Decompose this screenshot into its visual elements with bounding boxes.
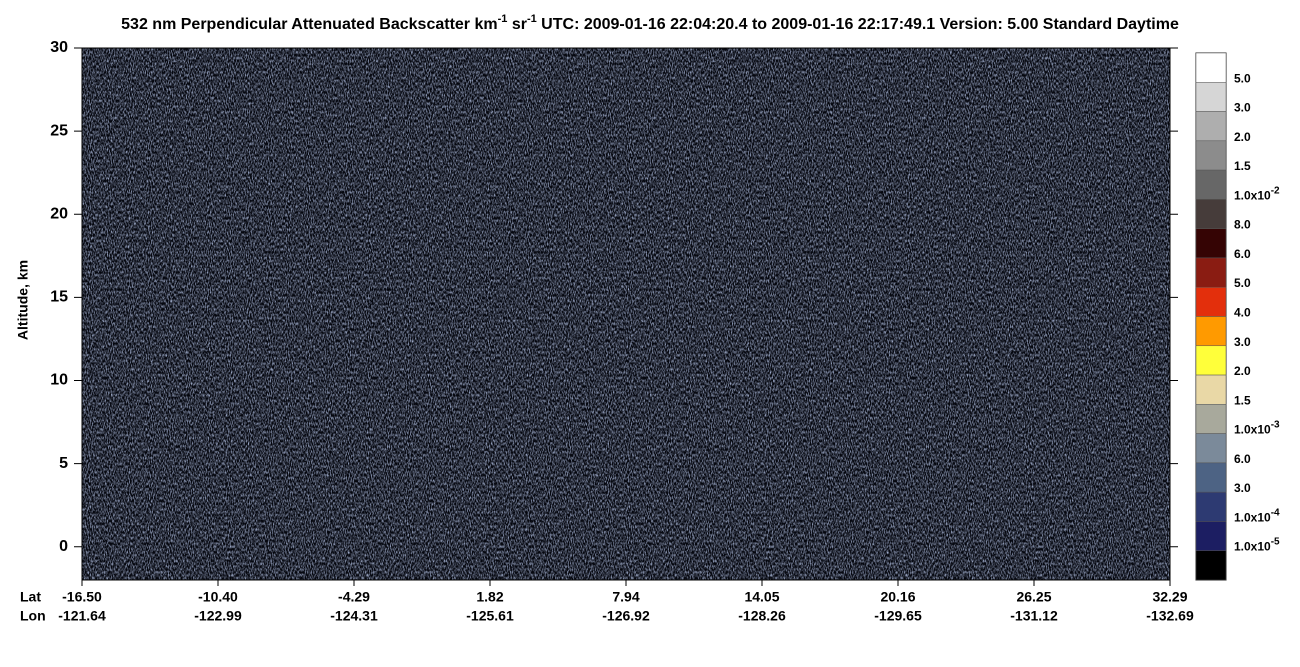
colorbar-swatch <box>1195 257 1227 288</box>
colorbar-label: 1.0x10-5 <box>1234 537 1280 554</box>
colorbar-label-text: 1.0x10 <box>1234 189 1271 203</box>
colorbar-swatch <box>1195 462 1227 493</box>
y-tick-label: 15 <box>50 289 68 306</box>
colorbar-label: 1.0x10-4 <box>1234 508 1280 525</box>
colorbar-label-text: 5.0 <box>1234 71 1251 85</box>
colorbar-label-exponent: -4 <box>1271 508 1280 519</box>
title-superscript: -1 <box>527 13 537 25</box>
colorbar-label-text: 8.0 <box>1234 218 1251 232</box>
x-tick-label-lat: 20.16 <box>880 589 915 605</box>
colorbar-label: 1.0x10-3 <box>1234 420 1280 437</box>
x-row-name: Lat <box>20 589 41 605</box>
colorbar-swatch <box>1195 374 1227 405</box>
colorbar-label-text: 2.0 <box>1234 364 1251 378</box>
colorbar-swatch <box>1195 52 1227 83</box>
colorbar-label: 1.5 <box>1234 394 1251 408</box>
colorbar-label-text: 3.0 <box>1234 101 1251 115</box>
colorbar-label: 8.0 <box>1234 218 1251 232</box>
colorbar-label-text: 1.5 <box>1234 159 1251 173</box>
x-tick-label-lon: -125.61 <box>466 608 514 624</box>
colorbar-label-text: 3.0 <box>1234 335 1251 349</box>
x-tick-label-lat: 7.94 <box>612 589 639 605</box>
x-tick-label-lon: -122.99 <box>194 608 242 624</box>
colorbar-swatch <box>1195 228 1227 259</box>
colorbar-swatch <box>1195 111 1227 142</box>
colorbar-swatch <box>1195 433 1227 464</box>
colorbar-label-text: 1.0x10 <box>1234 511 1271 525</box>
chart-title: 532 nm Perpendicular Attenuated Backscat… <box>121 13 1179 33</box>
colorbar-label-text: 1.5 <box>1234 394 1251 408</box>
x-row-name: Lon <box>20 608 46 624</box>
x-tick-label-lat: -4.29 <box>338 589 370 605</box>
colorbar-swatch <box>1195 521 1227 551</box>
x-tick-label-lon: -121.64 <box>58 608 106 624</box>
colorbar-swatch <box>1195 199 1227 229</box>
colorbar-swatch <box>1195 345 1227 376</box>
colorbar-swatch <box>1195 550 1227 581</box>
colorbar-label-text: 5.0 <box>1234 276 1251 290</box>
colorbar-label-exponent: -3 <box>1271 420 1280 431</box>
colorbar-label-text: 4.0 <box>1234 306 1251 320</box>
plot-texture <box>82 48 1170 580</box>
colorbar-label-text: 2.0 <box>1234 130 1251 144</box>
title-text: UTC: 2009-01-16 22:04:20.4 to 2009-01-16… <box>537 16 1179 33</box>
colorbar-label: 3.0 <box>1234 101 1251 115</box>
x-tick-label-lat: 1.82 <box>476 589 503 605</box>
y-tick-label: 25 <box>50 122 68 139</box>
colorbar-label-text: 1.0x10 <box>1234 540 1271 554</box>
colorbar-label: 3.0 <box>1234 335 1251 349</box>
y-tick-label: 0 <box>59 538 68 555</box>
colorbar-label-text: 6.0 <box>1234 247 1251 261</box>
colorbar-label-exponent: -5 <box>1271 537 1280 548</box>
x-tick-label-lon: -124.31 <box>330 608 378 624</box>
colorbar-label: 5.0 <box>1234 71 1251 85</box>
title-text: sr <box>507 16 527 33</box>
x-tick-label-lat: 32.29 <box>1152 589 1187 605</box>
colorbar-label: 1.5 <box>1234 159 1251 173</box>
x-tick-label-lat: -10.40 <box>198 589 238 605</box>
title-text: 532 nm Perpendicular Attenuated Backscat… <box>121 16 497 33</box>
x-tick-label-lon: -126.92 <box>602 608 650 624</box>
colorbar-label-text: 1.0x10 <box>1234 423 1271 437</box>
colorbar-label-text: 6.0 <box>1234 452 1251 466</box>
y-tick-label: 10 <box>50 372 68 389</box>
colorbar-label: 4.0 <box>1234 306 1251 320</box>
colorbar-swatch <box>1195 169 1227 200</box>
x-tick-label-lon: -128.26 <box>738 608 786 624</box>
x-tick-label-lat: 26.25 <box>1016 589 1051 605</box>
x-tick-label-lat: 14.05 <box>744 589 779 605</box>
colorbar-swatch <box>1195 316 1227 347</box>
y-tick-label: 5 <box>59 455 68 472</box>
colorbar-label-text: 3.0 <box>1234 481 1251 495</box>
colorbar-label: 2.0 <box>1234 130 1251 144</box>
colorbar-label: 6.0 <box>1234 452 1251 466</box>
x-tick-label-lon: -129.65 <box>874 608 922 624</box>
colorbar-swatch <box>1195 286 1227 317</box>
x-tick-label-lon: -132.69 <box>1146 608 1194 624</box>
y-tick-label: 30 <box>50 39 68 56</box>
colorbar-label: 5.0 <box>1234 276 1251 290</box>
x-tick-label-lat: -16.50 <box>62 589 102 605</box>
colorbar-swatch <box>1195 140 1227 171</box>
colorbar-swatch <box>1195 82 1227 112</box>
colorbar-label: 6.0 <box>1234 247 1251 261</box>
x-tick-label-lon: -131.12 <box>1010 608 1058 624</box>
y-axis-label: Altitude, km <box>15 260 31 340</box>
title-superscript: -1 <box>498 13 508 25</box>
colorbar-label: 3.0 <box>1234 481 1251 495</box>
colorbar-swatch <box>1195 491 1227 522</box>
y-tick-label: 20 <box>50 205 68 222</box>
colorbar-label-exponent: -2 <box>1271 186 1280 197</box>
colorbar-label: 1.0x10-2 <box>1234 186 1280 203</box>
colorbar-swatch <box>1195 404 1227 434</box>
colorbar-label: 2.0 <box>1234 364 1251 378</box>
